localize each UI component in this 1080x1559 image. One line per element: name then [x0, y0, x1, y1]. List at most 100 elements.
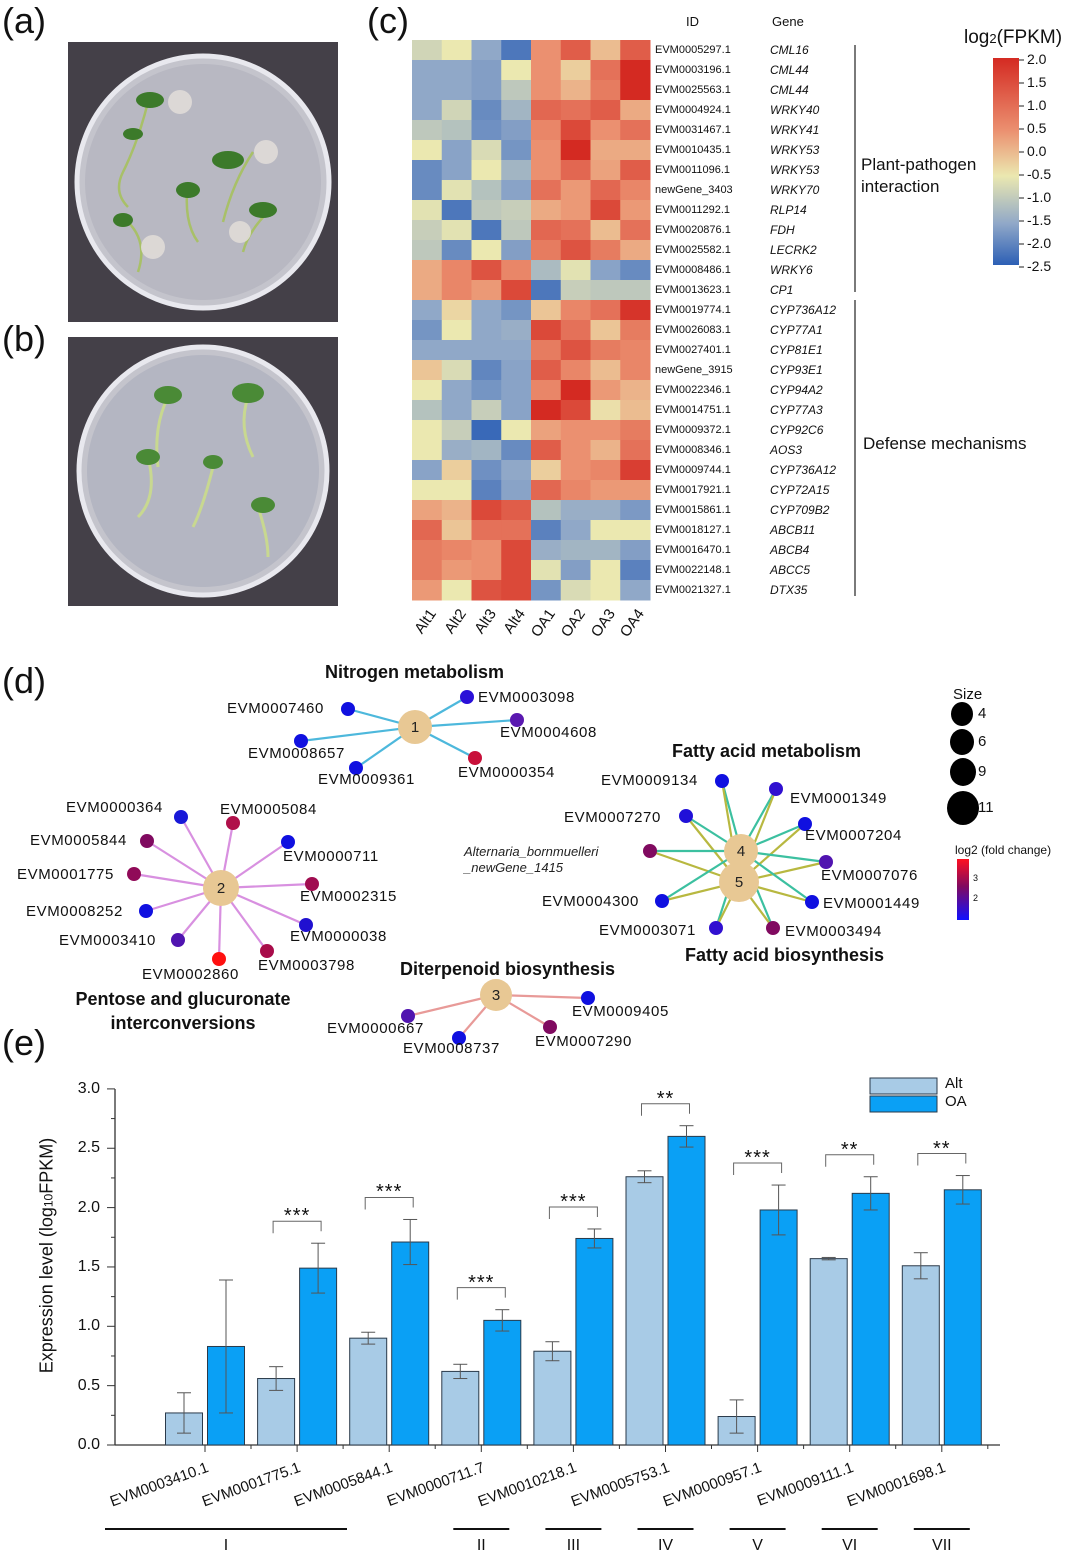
heatmap-cell	[590, 440, 621, 461]
heatmap-cell	[441, 380, 472, 401]
heatmap-cell	[620, 480, 651, 501]
gene-label: EVM0007460	[227, 700, 324, 717]
module-hub-node	[203, 870, 239, 906]
heatmap-colorbar	[993, 58, 1019, 265]
gene-node	[171, 933, 185, 947]
heatmap-cell	[412, 340, 443, 361]
heatmap-cell	[590, 380, 621, 401]
heatmap-cell	[501, 260, 532, 281]
heatmap-cell	[412, 160, 443, 181]
ylabel-end: FPKM)	[36, 1137, 57, 1194]
heatmap-cell	[531, 480, 562, 501]
gene-node	[452, 1031, 466, 1045]
heatmap-cell	[620, 280, 651, 301]
row-id: EVM0014751.1	[655, 404, 731, 416]
heatmap-cell	[441, 540, 472, 561]
row-id: EVM0013623.1	[655, 284, 731, 296]
row-gene: WRKY53	[770, 163, 820, 177]
heatmap-cell	[471, 400, 502, 421]
bar-alt	[441, 1370, 480, 1446]
heatmap-cell	[501, 460, 532, 481]
row-gene: CML44	[770, 83, 809, 97]
colorbar-tick-label: -1.0	[1027, 189, 1052, 205]
heatmap-cell	[441, 400, 472, 421]
heatmap-cell	[560, 420, 591, 441]
heatmap-cell	[590, 100, 621, 121]
row-gene: CYP736A12	[770, 463, 837, 477]
row-gene: WRKY53	[770, 143, 820, 157]
heatmap-cell	[620, 200, 651, 221]
heatmap-cell	[471, 300, 502, 321]
gene-label: EVM0001775	[17, 866, 114, 883]
colorbar-tick-label: -0.5	[1027, 166, 1052, 182]
gene-node	[349, 761, 363, 775]
module-title-fatty-acid-biosynthesis: Fatty acid biosynthesis	[685, 945, 885, 965]
heatmap-cell	[531, 520, 562, 541]
significance-bracket	[733, 1162, 783, 1176]
heatmap-cell	[620, 140, 651, 161]
heatmap-cell	[412, 260, 443, 281]
heatmap-cell	[501, 340, 532, 361]
heatmap-cell	[620, 60, 651, 81]
heatmap-cell	[531, 320, 562, 341]
heatmap-cell	[620, 120, 651, 141]
module-hub-label: 3	[492, 987, 500, 1004]
gene-node	[581, 991, 595, 1005]
ylabel-sub: 10	[41, 1193, 56, 1208]
heatmap-cell	[620, 500, 651, 521]
heatmap-cell	[590, 320, 621, 341]
row-id: EVM0027401.1	[655, 344, 731, 356]
heatmap-cell	[441, 360, 472, 381]
group-label: VI	[842, 1537, 858, 1554]
network-edge	[414, 718, 518, 729]
colorbar-tick-label: 1.5	[1027, 74, 1047, 90]
heatmap-cell	[620, 80, 651, 101]
heatmap-cell	[590, 180, 621, 201]
heatmap-cell	[590, 560, 621, 581]
significance-stars: ***	[376, 1181, 403, 1204]
gene-node	[140, 834, 154, 848]
heatmap-cell	[412, 400, 443, 421]
heatmap-cell	[412, 380, 443, 401]
y-tick-label: 1.5	[77, 1257, 100, 1275]
heatmap-cell	[441, 440, 472, 461]
row-gene: ABCB4	[770, 543, 810, 557]
heatmap-cell	[620, 380, 651, 401]
heatmap-cell	[590, 220, 621, 241]
gene-node	[510, 713, 524, 727]
heatmap-cell	[590, 580, 621, 601]
size-legend-circle	[950, 729, 974, 755]
colorbar-tick-label: -1.5	[1027, 212, 1052, 228]
gene-node	[715, 774, 729, 788]
module-hub-label: 4	[737, 843, 745, 860]
row-id: EVM0020876.1	[655, 224, 731, 236]
heatmap-cell	[560, 580, 591, 601]
heatmap-cell	[471, 500, 502, 521]
heatmap-cell	[441, 480, 472, 501]
gene-node	[543, 1020, 557, 1034]
heatmap-cell	[412, 460, 443, 481]
legend-swatch-oa	[869, 1095, 938, 1113]
gene-label: Alternaria_bornmuelleri	[464, 844, 599, 859]
significance-bracket	[917, 1153, 967, 1166]
heatmap-cell	[590, 140, 621, 161]
heatmap-cell	[412, 200, 443, 221]
bar-oa	[667, 1135, 706, 1446]
heatmap-cell	[620, 180, 651, 201]
heatmap-cell	[471, 460, 502, 481]
row-gene: CYP77A1	[770, 323, 823, 337]
heatmap-cell	[620, 560, 651, 581]
heatmap-cell	[531, 120, 562, 141]
gene-node	[299, 918, 313, 932]
gene-label: EVM0002315	[300, 888, 397, 905]
heatmap-cell	[590, 120, 621, 141]
heatmap-cell	[441, 420, 472, 441]
heatmap-cell	[531, 420, 562, 441]
colorbar-tick-label: 0.0	[1027, 143, 1047, 159]
heatmap-cell	[441, 60, 472, 81]
row-id: EVM0017921.1	[655, 484, 731, 496]
row-gene: CYP72A15	[770, 483, 830, 497]
gene-node	[294, 734, 308, 748]
heatmap-cell	[441, 580, 472, 601]
